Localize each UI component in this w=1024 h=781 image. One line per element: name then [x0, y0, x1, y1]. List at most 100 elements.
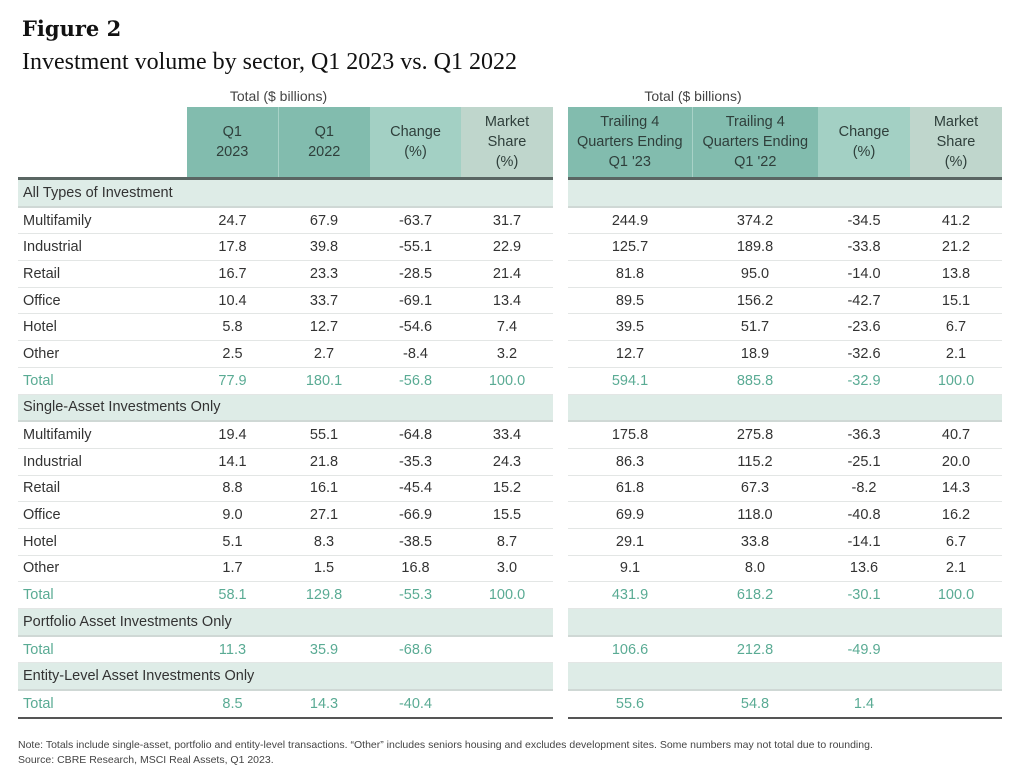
left-value-cell: [187, 608, 278, 637]
left-value-cell: 8.5: [187, 690, 278, 719]
header-line: Trailing 4: [725, 114, 785, 130]
left-value-cell: [461, 394, 553, 423]
right-value-cell: -14.0: [818, 260, 910, 288]
row-label: Hotel: [18, 528, 187, 556]
table-row: 9.1 8.0 13.6 2.1: [568, 555, 1002, 583]
left-value-cell: 12.7: [278, 313, 370, 342]
right-value-cell: 33.8: [692, 528, 818, 556]
figure-label: Figure 2: [22, 16, 122, 41]
section-row: [568, 178, 1002, 208]
right-value-cell: [910, 635, 1002, 664]
total-row: Total 58.1 129.8 -55.3 100.0: [18, 581, 553, 609]
left-value-cell: 14.1: [187, 448, 278, 476]
left-value-cell: -35.3: [370, 448, 461, 476]
left-value-cell: 16.8: [370, 555, 461, 583]
right-value-cell: 95.0: [692, 260, 818, 288]
right-value-cell: 9.1: [568, 555, 692, 583]
footnote: Note: Totals include single-asset, portf…: [18, 739, 873, 751]
right-value-cell: 16.2: [910, 501, 1002, 529]
table-row: Other 1.7 1.5 16.8 3.0: [18, 555, 553, 583]
left-value-cell: [461, 635, 553, 664]
row-label: All Types of Investment: [18, 178, 187, 208]
header-line: Change: [838, 124, 890, 140]
right-value-cell: -42.7: [818, 287, 910, 315]
left-value-cell: 129.8: [278, 581, 370, 609]
right-value-cell: [692, 608, 818, 637]
total-row: 55.6 54.8 1.4: [568, 690, 1002, 719]
right-value-cell: [910, 690, 1002, 719]
left-value-cell: 5.1: [187, 528, 278, 556]
header-line: (%): [944, 154, 968, 170]
right-group-label: Total ($ billions): [644, 88, 742, 104]
left-value-cell: 24.3: [461, 448, 553, 476]
right-value-cell: 594.1: [568, 367, 692, 395]
left-column-header: Market Share (%): [461, 107, 553, 180]
left-value-cell: 180.1: [278, 367, 370, 395]
right-value-cell: [818, 608, 910, 637]
right-value-cell: 15.1: [910, 287, 1002, 315]
right-value-cell: -32.9: [818, 367, 910, 395]
left-value-cell: -66.9: [370, 501, 461, 529]
left-value-cell: [278, 178, 370, 208]
header-line: 2023: [216, 144, 249, 160]
section-row: [568, 394, 1002, 423]
right-value-cell: 6.7: [910, 313, 1002, 342]
left-value-cell: -54.6: [370, 313, 461, 342]
left-value-cell: 31.7: [461, 206, 553, 235]
header-line: 2022: [308, 144, 341, 160]
right-value-cell: 8.0: [692, 555, 818, 583]
table-row: Office 9.0 27.1 -66.9 15.5: [18, 501, 553, 529]
left-value-cell: [370, 394, 461, 423]
section-row: [568, 662, 1002, 692]
table-row: 244.9 374.2 -34.5 41.2: [568, 206, 1002, 235]
left-value-cell: 16.7: [187, 260, 278, 288]
left-value-cell: 8.3: [278, 528, 370, 556]
right-value-cell: [568, 178, 692, 208]
header-line: Trailing 4: [600, 114, 660, 130]
row-label: Portfolio Asset Investments Only: [18, 608, 232, 637]
right-column-header: Change (%): [818, 107, 910, 180]
label-header: [18, 107, 187, 180]
left-value-cell: [461, 690, 553, 719]
left-column-header: Change (%): [370, 107, 461, 180]
left-value-cell: [187, 178, 278, 208]
source-note: Source: CBRE Research, MSCI Real Assets,…: [18, 754, 274, 766]
left-value-cell: 1.7: [187, 555, 278, 583]
right-value-cell: 100.0: [910, 581, 1002, 609]
right-value-cell: 618.2: [692, 581, 818, 609]
right-value-cell: 55.6: [568, 690, 692, 719]
left-value-cell: 33.4: [461, 421, 553, 449]
left-value-cell: 22.9: [461, 233, 553, 262]
table-row: 61.8 67.3 -8.2 14.3: [568, 475, 1002, 503]
left-value-cell: [278, 394, 370, 423]
left-value-cell: -68.6: [370, 635, 461, 664]
right-value-cell: 115.2: [692, 448, 818, 476]
right-value-cell: 175.8: [568, 421, 692, 449]
right-value-cell: -8.2: [818, 475, 910, 503]
left-value-cell: 58.1: [187, 581, 278, 609]
left-value-cell: 9.0: [187, 501, 278, 529]
left-value-cell: 8.7: [461, 528, 553, 556]
header-line: Q1 '23: [608, 154, 651, 170]
row-label: Other: [18, 555, 187, 583]
table-row: Multifamily 19.4 55.1 -64.8 33.4: [18, 421, 553, 449]
right-value-cell: [910, 394, 1002, 423]
left-value-cell: [370, 662, 461, 692]
left-column-header: Q1 2023: [187, 107, 279, 180]
left-value-cell: [278, 608, 370, 637]
right-value-cell: 20.0: [910, 448, 1002, 476]
figure-title: Investment volume by sector, Q1 2023 vs.…: [22, 49, 517, 75]
left-value-cell: [461, 608, 553, 637]
table-row: Retail 8.8 16.1 -45.4 15.2: [18, 475, 553, 503]
left-value-cell: [278, 662, 370, 692]
right-value-cell: 67.3: [692, 475, 818, 503]
row-label: Office: [18, 501, 187, 529]
left-value-cell: 39.8: [278, 233, 370, 262]
row-label: Other: [18, 340, 187, 368]
left-value-cell: 11.3: [187, 635, 278, 664]
total-row: 594.1 885.8 -32.9 100.0: [568, 367, 1002, 395]
header-line: Market: [933, 114, 979, 130]
header-line: (%): [852, 144, 876, 160]
row-label: Industrial: [18, 448, 187, 476]
left-value-cell: 2.5: [187, 340, 278, 368]
